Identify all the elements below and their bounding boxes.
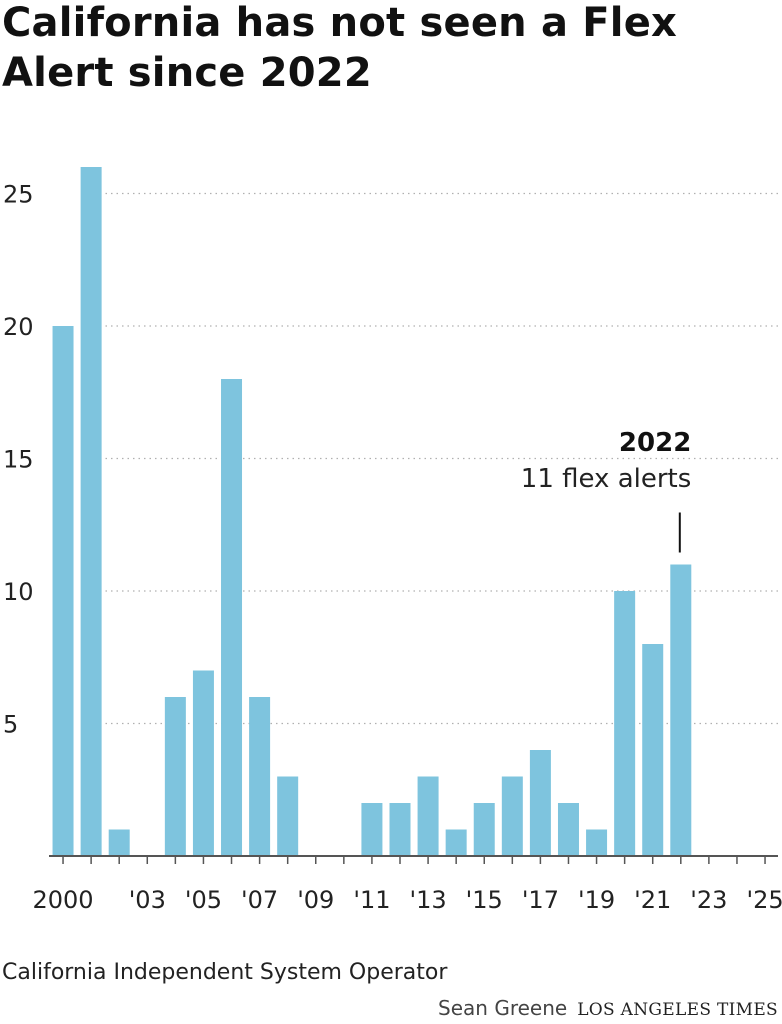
bar-2012 [389, 803, 411, 856]
x-tick-label: '19 [578, 886, 615, 914]
bars [52, 167, 692, 856]
source-note: California Independent System Operator [2, 960, 448, 985]
annotation: 2022 11 flex alerts [521, 428, 692, 553]
y-tick-label: 25 [3, 181, 34, 209]
bar-2015 [473, 803, 495, 856]
bar-2011 [361, 803, 383, 856]
bar-2014 [445, 829, 467, 856]
y-tick-label: 5 [3, 711, 18, 739]
bar-2016 [501, 776, 523, 856]
bar-2006 [221, 379, 243, 856]
bar-2017 [529, 750, 551, 856]
y-tick-label: 10 [3, 578, 34, 606]
x-tick-label: '17 [522, 886, 559, 914]
bar-2020 [614, 591, 636, 856]
bar-2022 [670, 564, 692, 856]
bar-chart: 5 10 15 20 25 2000 '03 '05 '07 '09 '11 '13 '15 '17 '1… [3, 167, 782, 914]
bar-2013 [417, 776, 439, 856]
bar-2000 [52, 326, 74, 856]
x-tick-label: '09 [297, 886, 334, 914]
x-axis-tick-labels: 2000 '03 '05 '07 '09 '11 '13 '15 '17 '19 '21 '23 '25 [33, 886, 782, 914]
x-tick-label: '03 [129, 886, 166, 914]
bar-2007 [249, 697, 271, 856]
bar-2021 [642, 644, 664, 856]
y-tick-label: 20 [3, 313, 34, 341]
x-tick-label: '21 [634, 886, 671, 914]
x-tick-label: 2000 [33, 886, 94, 914]
chart-title: California has not seen a Flex Alert sin… [2, 0, 678, 96]
annotation-text: 11 flex alerts [521, 464, 692, 494]
bar-2004 [164, 697, 186, 856]
bar-2005 [192, 670, 214, 856]
x-axis [49, 855, 778, 864]
publisher-logo: LOS ANGELES TIMES [577, 1000, 778, 1020]
bar-2002 [108, 829, 130, 856]
x-tick-label: '23 [690, 886, 727, 914]
x-tick-label: '15 [466, 886, 503, 914]
bar-2001 [80, 167, 102, 856]
credit-line: Sean Greene LOS ANGELES TIMES [438, 996, 778, 1020]
bar-2008 [277, 776, 299, 856]
bar-2019 [586, 829, 608, 856]
byline: Sean Greene [438, 996, 568, 1020]
x-tick-label: '07 [241, 886, 278, 914]
x-tick-label: '25 [746, 886, 782, 914]
x-tick-label: '13 [410, 886, 447, 914]
annotation-heading: 2022 [619, 428, 691, 458]
x-tick-label: '05 [185, 886, 222, 914]
x-tick-label: '11 [353, 886, 390, 914]
bar-2018 [557, 803, 579, 856]
y-axis-tick-labels: 5 10 15 20 25 [3, 181, 34, 739]
y-tick-label: 15 [3, 446, 34, 474]
